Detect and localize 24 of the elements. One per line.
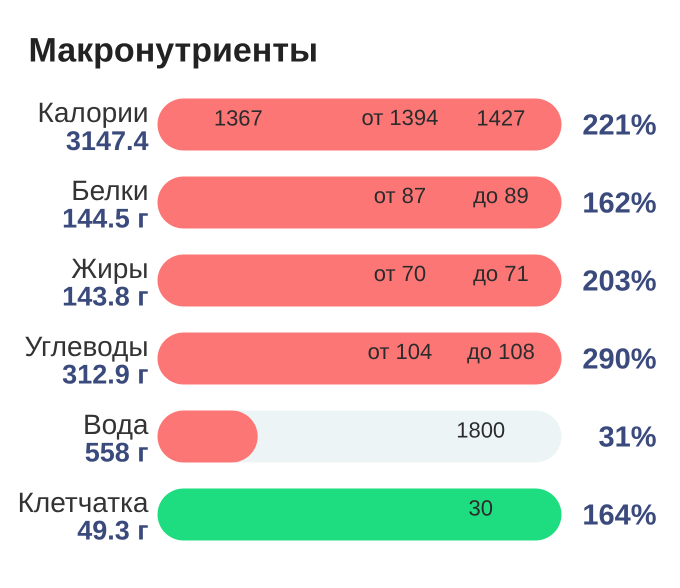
- text: от 87: [374, 183, 426, 208]
- data-label: 203%: [582, 266, 657, 298]
- text: до 108: [466, 339, 535, 364]
- category-label: Белки 144.5 г: [62, 175, 149, 234]
- category-label: Калории 3147.4: [38, 97, 149, 156]
- text: от 104: [368, 339, 432, 364]
- category-label: Клетчатка 49.3 г: [18, 487, 149, 546]
- data-label: 221%: [582, 110, 657, 142]
- category-label: Вода 558 г: [82, 409, 149, 468]
- data-label: 162%: [582, 188, 657, 220]
- text: от 1394: [361, 105, 438, 130]
- text: от 70: [374, 261, 426, 286]
- text: 1427: [476, 106, 526, 130]
- text: 30: [468, 496, 493, 520]
- text: Макронутриенты: [28, 32, 318, 70]
- data-label: 164%: [582, 500, 657, 532]
- category-label: Углеводы 312.9 г: [24, 331, 149, 390]
- data-label: 290%: [582, 344, 657, 376]
- text: 1367: [214, 106, 263, 130]
- category-label: Жиры 143.8 г: [62, 253, 149, 312]
- data-label: 31%: [598, 422, 657, 454]
- text: 1800: [456, 418, 506, 442]
- text: до 89: [473, 183, 529, 208]
- text: до 71: [473, 261, 529, 286]
